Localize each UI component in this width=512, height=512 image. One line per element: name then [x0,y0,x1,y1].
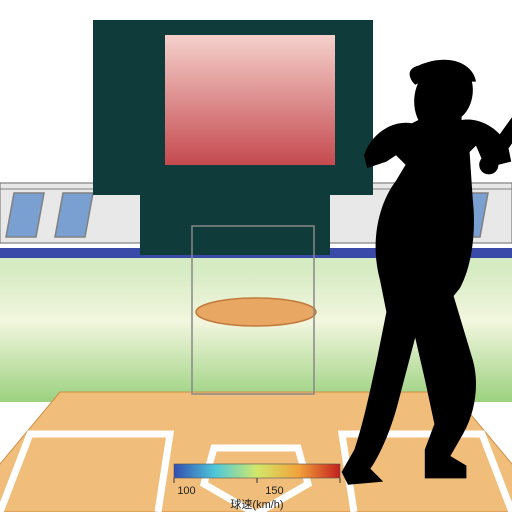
svg-text:150: 150 [265,485,283,497]
pitch-visualization-scene: 100 150 球速(km/h) [0,0,512,512]
scene-svg: 100 150 球速(km/h) [0,0,512,512]
pitchers-mound [196,298,316,326]
colorbar-title: 球速(km/h) [230,497,283,511]
scoreboard-screen [165,35,335,165]
svg-text:100: 100 [177,485,195,497]
